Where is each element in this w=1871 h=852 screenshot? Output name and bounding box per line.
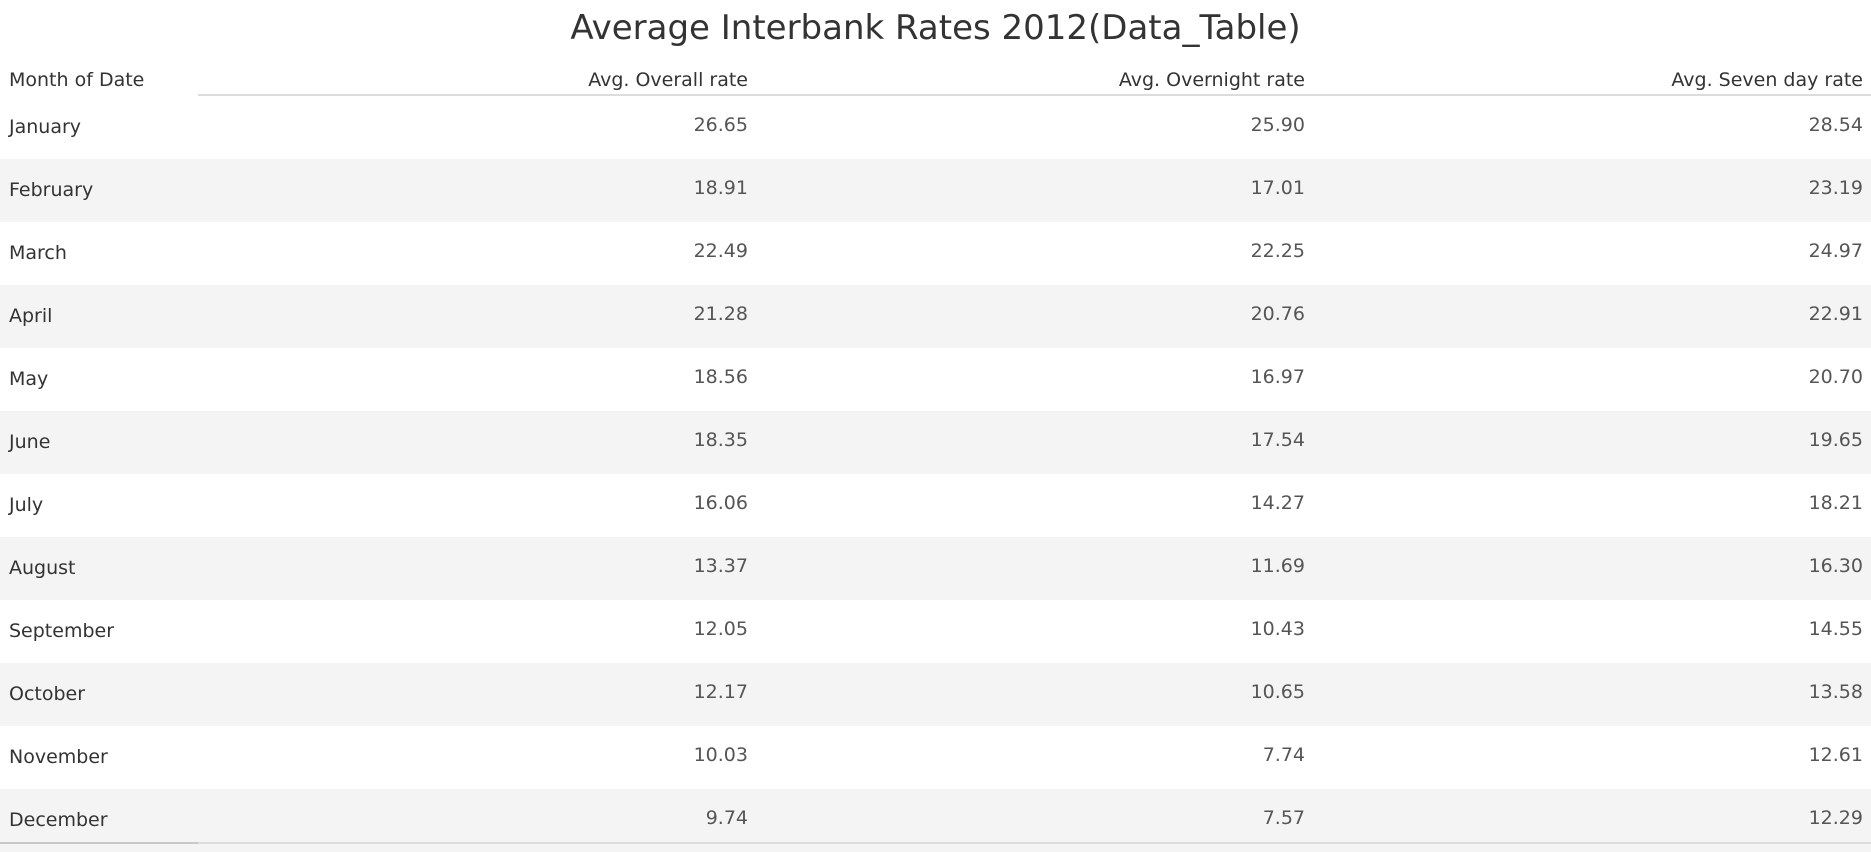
table-row: January 26.65 25.90 28.54	[0, 96, 1871, 159]
table-cell-overnight-rate: 17.54	[1250, 429, 1305, 451]
table-header: Month of Date Avg. Overall rate Avg. Ove…	[0, 64, 1871, 96]
table-cell-month[interactable]: February	[9, 179, 94, 201]
table-cell-overall-rate: 18.35	[693, 429, 748, 451]
table-cell-overall-rate: 18.56	[693, 366, 748, 388]
table-row: September 12.05 10.43 14.55	[0, 600, 1871, 663]
table-cell-month[interactable]: December	[9, 809, 108, 831]
table-cell-overnight-rate: 10.43	[1250, 618, 1305, 640]
table-row: October 12.17 10.65 13.58	[0, 663, 1871, 726]
table-cell-seven-day-rate: 20.70	[1808, 366, 1863, 388]
table-row: March 22.49 22.25 24.97	[0, 222, 1871, 285]
table-row: November 10.03 7.74 12.61	[0, 726, 1871, 789]
table-cell-seven-day-rate: 28.54	[1808, 114, 1863, 136]
table-row: August 13.37 11.69 16.30	[0, 537, 1871, 600]
table-cell-month[interactable]: January	[9, 116, 82, 138]
table-cell-overall-rate: 16.06	[693, 492, 748, 514]
table-cell-seven-day-rate: 23.19	[1808, 177, 1863, 199]
table-cell-seven-day-rate: 18.21	[1808, 492, 1863, 514]
table-cell-month[interactable]: September	[9, 620, 115, 642]
header-rule-gap	[0, 94, 198, 96]
table-cell-overall-rate: 12.17	[693, 681, 748, 703]
table-cell-overall-rate: 21.28	[693, 303, 748, 325]
table-cell-seven-day-rate: 12.29	[1808, 807, 1863, 829]
table-cell-overnight-rate: 17.01	[1250, 177, 1305, 199]
table-cell-overnight-rate: 25.90	[1250, 114, 1305, 136]
table-cell-seven-day-rate: 13.58	[1808, 681, 1863, 703]
table-cell-month[interactable]: November	[9, 746, 108, 768]
column-header-month[interactable]: Month of Date	[9, 69, 145, 91]
table-row: December 9.74 7.57 12.29	[0, 789, 1871, 852]
table-cell-month[interactable]: March	[9, 242, 67, 264]
table-row: May 18.56 16.97 20.70	[0, 348, 1871, 411]
table-cell-overnight-rate: 7.57	[1262, 807, 1305, 829]
table-cell-seven-day-rate: 19.65	[1808, 429, 1863, 451]
table-bottom-rule-row-header	[0, 842, 198, 844]
column-header-overall-rate[interactable]: Avg. Overall rate	[588, 69, 748, 91]
table-row: July 16.06 14.27 18.21	[0, 474, 1871, 537]
table-cell-month[interactable]: August	[9, 557, 76, 579]
table-body: January 26.65 25.90 28.54 February 18.91 17.01…	[0, 96, 1871, 852]
data-table: Month of Date Avg. Overall rate Avg. Ove…	[0, 64, 1871, 852]
table-cell-overall-rate: 9.74	[705, 807, 748, 829]
table-cell-month[interactable]: October	[9, 683, 86, 705]
table-row: February 18.91 17.01 23.19	[0, 159, 1871, 222]
table-cell-month[interactable]: June	[9, 431, 51, 453]
table-cell-month[interactable]: April	[9, 305, 53, 327]
table-cell-overall-rate: 18.91	[693, 177, 748, 199]
table-cell-overnight-rate: 10.65	[1250, 681, 1305, 703]
table-cell-overall-rate: 22.49	[693, 240, 748, 262]
table-cell-overnight-rate: 22.25	[1250, 240, 1305, 262]
table-bottom-rule	[0, 842, 1871, 844]
table-cell-seven-day-rate: 14.55	[1808, 618, 1863, 640]
column-header-overnight-rate[interactable]: Avg. Overnight rate	[1118, 69, 1305, 91]
table-cell-overall-rate: 13.37	[693, 555, 748, 577]
table-cell-overall-rate: 10.03	[693, 744, 748, 766]
table-cell-overall-rate: 26.65	[693, 114, 748, 136]
table-cell-month[interactable]: July	[9, 494, 44, 516]
table-cell-month[interactable]: May	[9, 368, 49, 390]
table-cell-seven-day-rate: 12.61	[1808, 744, 1863, 766]
table-cell-overnight-rate: 7.74	[1262, 744, 1305, 766]
table-row: April 21.28 20.76 22.91	[0, 285, 1871, 348]
table-cell-seven-day-rate: 16.30	[1808, 555, 1863, 577]
table-cell-overnight-rate: 14.27	[1250, 492, 1305, 514]
table-cell-overnight-rate: 20.76	[1250, 303, 1305, 325]
table-title: Average Interbank Rates 2012(Data_Table)	[570, 8, 1301, 48]
table-cell-seven-day-rate: 22.91	[1808, 303, 1863, 325]
table-cell-overall-rate: 12.05	[693, 618, 748, 640]
table-cell-overnight-rate: 16.97	[1250, 366, 1305, 388]
table-cell-seven-day-rate: 24.97	[1808, 240, 1863, 262]
column-header-seven-day-rate[interactable]: Avg. Seven day rate	[1671, 69, 1863, 91]
table-row: June 18.35 17.54 19.65	[0, 411, 1871, 474]
table-cell-overnight-rate: 11.69	[1250, 555, 1305, 577]
